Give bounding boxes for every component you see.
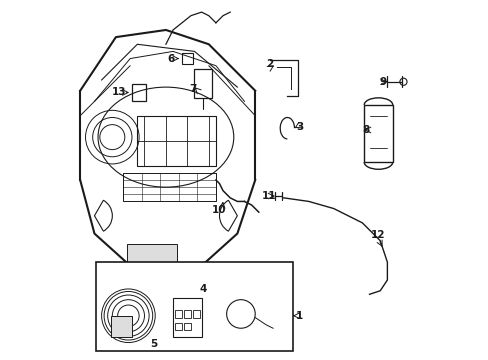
Text: 11: 11 bbox=[262, 191, 276, 201]
Bar bbox=[182, 53, 192, 64]
Text: 1: 1 bbox=[296, 311, 303, 321]
Text: 8: 8 bbox=[362, 125, 369, 135]
Text: 12: 12 bbox=[370, 230, 385, 240]
Text: 9: 9 bbox=[379, 77, 386, 87]
Text: 4: 4 bbox=[199, 284, 207, 294]
Bar bbox=[126, 244, 176, 266]
Bar bbox=[183, 323, 190, 330]
Text: 5: 5 bbox=[149, 339, 157, 349]
Bar bbox=[183, 310, 190, 318]
Bar bbox=[137, 116, 216, 166]
Bar bbox=[123, 173, 216, 202]
Bar bbox=[173, 298, 201, 337]
Bar bbox=[132, 84, 145, 102]
Bar bbox=[175, 310, 182, 318]
Text: 2: 2 bbox=[266, 59, 273, 69]
Text: 10: 10 bbox=[212, 205, 226, 215]
Text: 13: 13 bbox=[111, 87, 126, 98]
Bar bbox=[96, 262, 292, 351]
Bar bbox=[175, 323, 182, 330]
Bar bbox=[194, 69, 212, 98]
Bar bbox=[192, 310, 200, 318]
Text: 6: 6 bbox=[167, 54, 175, 64]
Text: 7: 7 bbox=[189, 84, 196, 94]
Text: 3: 3 bbox=[296, 122, 303, 132]
Bar bbox=[110, 316, 132, 337]
Bar bbox=[364, 105, 392, 162]
